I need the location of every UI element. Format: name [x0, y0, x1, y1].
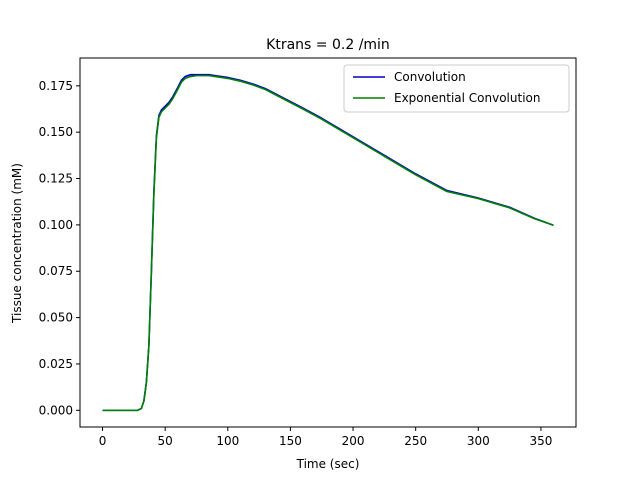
y-tick-label: 0.025	[39, 357, 73, 371]
x-axis-label: Time (sec)	[296, 457, 360, 471]
y-tick-label: 0.125	[39, 172, 73, 186]
y-tick-label: 0.000	[39, 403, 73, 417]
y-tick-label: 0.150	[39, 125, 73, 139]
legend-label-exponential-convolution: Exponential Convolution	[394, 91, 540, 105]
x-tick-label: 0	[99, 434, 107, 448]
series-line-convolution	[102, 73, 554, 412]
y-tick-label: 0.100	[39, 218, 73, 232]
legend: Convolution Exponential Convolution	[343, 64, 570, 113]
x-tick-label: 300	[467, 434, 490, 448]
y-axis-label: Tissue concentration (mM)	[10, 163, 24, 324]
x-axis: 0 50 100 150 200 250 300 350	[99, 427, 552, 448]
x-tick-label: 50	[158, 434, 173, 448]
y-tick-label: 0.050	[39, 311, 73, 325]
series-layer	[102, 73, 554, 412]
legend-label-convolution: Convolution	[394, 70, 466, 84]
plot-frame	[79, 57, 577, 428]
x-tick-label: 100	[216, 434, 239, 448]
x-tick-label: 250	[404, 434, 427, 448]
chart-title: Ktrans = 0.2 /min	[266, 37, 390, 53]
y-axis: 0.000 0.025 0.050 0.075 0.100 0.125 0.150 0.175	[39, 79, 80, 417]
legend-box	[343, 64, 570, 113]
x-tick-label: 200	[342, 434, 365, 448]
x-tick-label: 350	[529, 434, 552, 448]
y-tick-label: 0.075	[39, 264, 73, 278]
series-line-exponential-convolution	[102, 74, 554, 412]
x-tick-label: 150	[279, 434, 302, 448]
y-tick-label: 0.175	[39, 79, 73, 93]
